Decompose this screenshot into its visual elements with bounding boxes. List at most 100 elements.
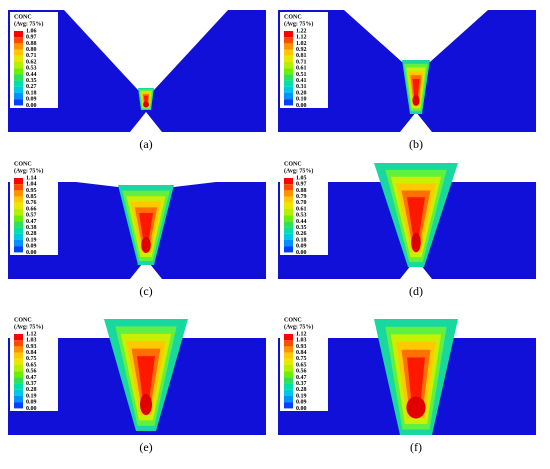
- legend-value: 0.53: [296, 213, 307, 219]
- legend-value: 0.27: [26, 84, 37, 90]
- legend-swatch: [14, 240, 23, 247]
- panel-label: (b): [409, 137, 423, 151]
- legend-title: CONC: [284, 317, 302, 323]
- legend-swatch: [284, 178, 293, 185]
- legend-value: 0.00: [296, 250, 307, 256]
- panel: CONC(Avg: 75%)1.121.030.930.840.750.650.…: [8, 315, 266, 454]
- legend-title: CONC: [14, 317, 32, 323]
- legend-subtitle: (Avg: 75%): [14, 20, 43, 27]
- weld-contour: [137, 356, 155, 405]
- legend-value: 0.66: [26, 206, 37, 212]
- legend-swatch: [284, 240, 293, 247]
- legend-value: 0.76: [26, 200, 37, 206]
- legend-swatch: [14, 80, 23, 87]
- legend-value: 0.65: [296, 362, 307, 368]
- legend-value: 0.61: [296, 66, 307, 72]
- legend-swatch: [284, 352, 293, 359]
- legend-swatch: [14, 86, 23, 93]
- legend-swatch: [14, 37, 23, 44]
- legend-swatch: [14, 402, 23, 409]
- legend-swatch: [14, 371, 23, 378]
- legend-value: 0.95: [26, 188, 37, 194]
- legend-swatch: [284, 209, 293, 216]
- legend-subtitle: (Avg: 75%): [284, 20, 313, 27]
- bottom-notch: [400, 112, 432, 132]
- legend-value: 0.56: [296, 369, 307, 375]
- legend-swatch: [14, 365, 23, 372]
- legend-value: 0.93: [26, 344, 37, 350]
- legend-value: 0.19: [26, 393, 37, 399]
- legend-swatch: [14, 49, 23, 56]
- legend-value: 0.75: [26, 356, 37, 362]
- legend-swatch: [284, 365, 293, 372]
- legend-value: 1.06: [26, 28, 37, 34]
- legend-subtitle: (Avg: 75%): [284, 167, 313, 174]
- legend-swatch: [284, 396, 293, 403]
- legend-swatch: [284, 49, 293, 56]
- groove: [344, 10, 488, 62]
- panel-label: (a): [139, 137, 152, 151]
- bottom-notch: [130, 259, 162, 279]
- legend-swatch: [284, 37, 293, 44]
- legend-value: 0.47: [26, 219, 37, 225]
- legend-value: 0.19: [26, 237, 37, 243]
- legend-value: 1.12: [296, 331, 307, 337]
- weld-contour: [407, 197, 425, 243]
- legend-value: 0.00: [296, 103, 307, 109]
- legend-value: 0.09: [26, 97, 37, 103]
- legend-subtitle: (Avg: 75%): [14, 167, 43, 174]
- legend-value: 0.88: [26, 41, 37, 47]
- legend-swatch: [14, 68, 23, 75]
- legend-swatch: [14, 202, 23, 209]
- legend-swatch: [284, 99, 293, 106]
- legend-swatch: [14, 352, 23, 359]
- legend-swatch: [14, 93, 23, 100]
- legend-value: 0.41: [296, 78, 307, 84]
- legend-value: 0.35: [296, 225, 307, 231]
- legend-subtitle: (Avg: 75%): [284, 323, 313, 330]
- legend-value: 0.28: [26, 387, 37, 393]
- weld-core: [406, 396, 426, 419]
- legend-value: 0.44: [26, 72, 37, 78]
- legend-swatch: [284, 246, 293, 253]
- legend-value: 0.00: [26, 406, 37, 412]
- weld-contour: [407, 357, 425, 408]
- legend-swatch: [14, 209, 23, 216]
- legend-value: 0.57: [26, 213, 37, 219]
- legend-value: 1.22: [296, 28, 307, 34]
- legend-value: 0.00: [26, 250, 37, 256]
- panel: CONC(Avg: 75%)1.060.970.880.800.710.620.…: [8, 10, 266, 151]
- legend-swatch: [284, 68, 293, 75]
- legend-value: 0.88: [296, 188, 307, 194]
- legend-swatch: [284, 202, 293, 209]
- legend-value: 1.12: [296, 35, 307, 41]
- legend-swatch: [14, 184, 23, 191]
- legend-subtitle: (Avg: 75%): [14, 323, 43, 330]
- legend-swatch: [284, 358, 293, 365]
- weld-core: [143, 101, 149, 108]
- legend-value: 0.75: [296, 356, 307, 362]
- legend-value: 0.53: [26, 66, 37, 72]
- weld-core: [412, 95, 420, 106]
- weld-core: [141, 237, 151, 253]
- legend-value: 0.09: [26, 244, 37, 250]
- legend-value: 0.26: [296, 231, 307, 237]
- legend-title: CONC: [284, 14, 302, 20]
- panel-label: (c): [139, 284, 152, 298]
- legend-value: 0.28: [296, 387, 307, 393]
- legend-swatch: [284, 371, 293, 378]
- panel-label: (d): [409, 284, 423, 298]
- legend-swatch: [284, 233, 293, 240]
- legend-swatch: [14, 196, 23, 203]
- legend-swatch: [14, 340, 23, 347]
- bottom-notch: [130, 112, 162, 132]
- legend-value: 0.97: [26, 35, 37, 41]
- panel: CONC(Avg: 75%)1.141.040.950.850.760.660.…: [8, 159, 266, 298]
- legend-value: 0.00: [26, 103, 37, 109]
- legend-swatch: [284, 340, 293, 347]
- legend-swatch: [284, 346, 293, 353]
- legend-swatch: [14, 383, 23, 390]
- legend-value: 1.03: [26, 338, 37, 344]
